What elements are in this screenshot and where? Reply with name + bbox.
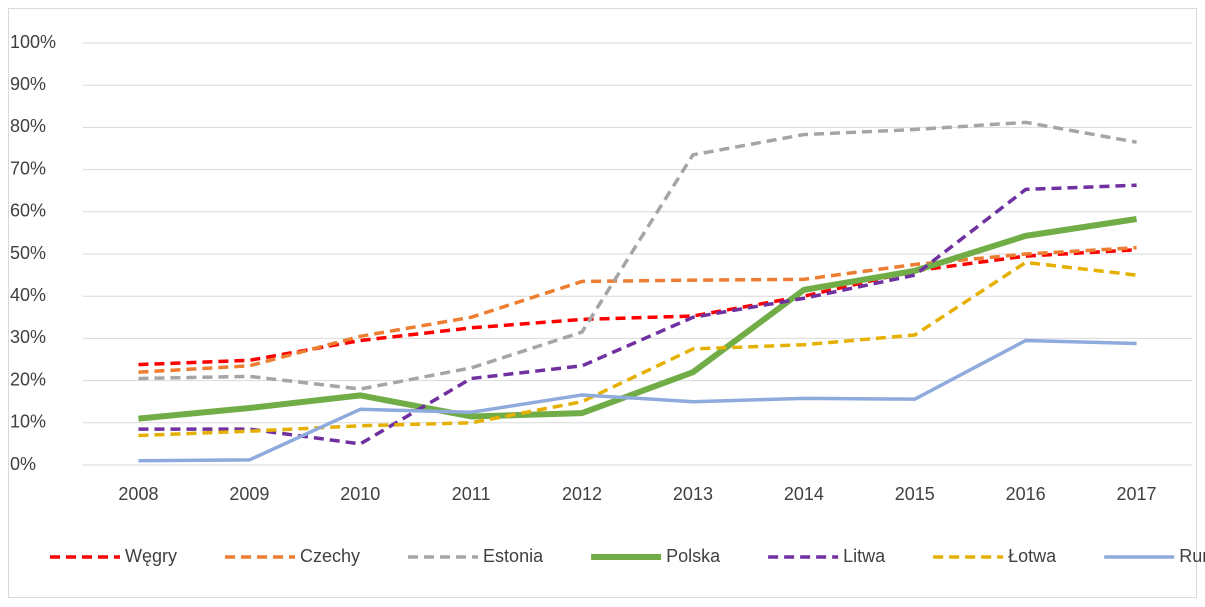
- legend-label: Łotwa: [1008, 546, 1057, 566]
- y-tick-label: 0%: [10, 454, 36, 474]
- y-tick-label: 40%: [10, 285, 46, 305]
- x-tick-label: 2015: [895, 484, 935, 504]
- y-tick-label: 90%: [10, 74, 46, 94]
- legend-label: Estonia: [483, 546, 544, 566]
- y-tick-label: 30%: [10, 327, 46, 347]
- y-tick-label: 100%: [10, 32, 56, 52]
- series-line: [138, 245, 1137, 374]
- series-line: [138, 338, 1137, 463]
- legend-label: Polska: [666, 546, 721, 566]
- legend-label: Rumunia: [1179, 546, 1205, 566]
- x-tick-label: 2013: [673, 484, 713, 504]
- legend-label: Litwa: [843, 546, 886, 566]
- series-line: [138, 216, 1138, 422]
- x-tick-label: 2009: [229, 484, 269, 504]
- x-tick-label: 2016: [1006, 484, 1046, 504]
- y-tick-label: 70%: [10, 158, 46, 178]
- series-line: [138, 260, 1137, 438]
- x-tick-label: 2014: [784, 484, 824, 504]
- legend-label: Węgry: [125, 546, 177, 566]
- x-tick-label: 2012: [562, 484, 602, 504]
- y-tick-label: 50%: [10, 243, 46, 263]
- x-tick-label: 2010: [340, 484, 380, 504]
- y-tick-label: 80%: [10, 116, 46, 136]
- y-tick-label: 10%: [10, 412, 46, 432]
- x-tick-label: 2008: [118, 484, 158, 504]
- x-tick-label: 2017: [1117, 484, 1157, 504]
- y-tick-label: 20%: [10, 369, 46, 389]
- chart-border: [8, 8, 1197, 598]
- series-line: [138, 120, 1137, 391]
- legend-label: Czechy: [300, 546, 360, 566]
- x-tick-label: 2011: [452, 484, 491, 504]
- y-tick-label: 60%: [10, 201, 46, 221]
